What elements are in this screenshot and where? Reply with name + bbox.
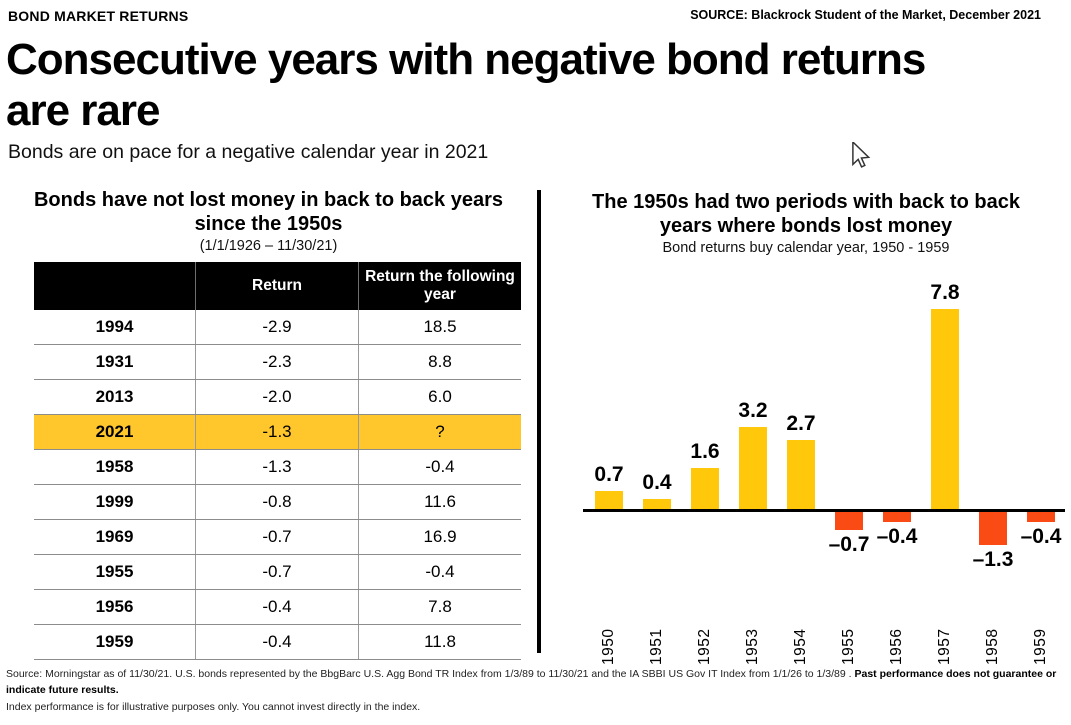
- bar-1955: [835, 512, 863, 531]
- bar-1951: [643, 499, 671, 510]
- return-cell: -2.0: [195, 379, 359, 416]
- return-cell: -2.3: [195, 344, 359, 381]
- x-tick-1953: 1953: [744, 628, 761, 666]
- return-cell: -0.4: [195, 589, 359, 626]
- returns-table-body: 1994 -2.9 18.5 1931 -2.3 8.8 2013 -2.0 6.0 2021 -1…: [34, 310, 521, 661]
- following-cell: 18.5: [358, 310, 521, 346]
- following-cell: -0.4: [358, 449, 521, 486]
- bar-1956: [883, 512, 911, 523]
- following-cell: 6.0: [358, 379, 521, 416]
- year-cell: 1958: [34, 449, 196, 486]
- x-tick-1957: 1957: [936, 628, 953, 666]
- table-row: 1994 -2.9 18.5: [34, 310, 521, 346]
- following-cell: -0.4: [358, 554, 521, 591]
- bar-1950: [595, 491, 623, 510]
- bar-1954: [787, 440, 815, 510]
- year-cell: 1969: [34, 519, 196, 556]
- bar-value-label-1952: 1.6: [690, 440, 720, 464]
- x-tick-1955: 1955: [840, 628, 857, 666]
- x-axis-ticks: 1950 1951 1952 1953 1954 1955 1956 1957 1958 1959: [585, 607, 1067, 665]
- following-cell: 7.8: [358, 589, 521, 626]
- mouse-cursor-icon: [848, 140, 874, 175]
- x-tick-1951: 1951: [648, 628, 665, 666]
- footnote-line1-bold: Past performance does not guarantee or i…: [6, 668, 1057, 697]
- following-cell: 8.8: [358, 344, 521, 381]
- bar-value-label-1959: –0.4: [1020, 525, 1062, 549]
- return-cell: -1.3: [195, 449, 359, 486]
- footnote-line2: Index performance is for illustrative pu…: [6, 700, 421, 713]
- table-row: 1955 -0.7 -0.4: [34, 554, 521, 591]
- x-tick-1958: 1958: [984, 628, 1001, 666]
- chart-title: The 1950s had two periods with back to b…: [592, 191, 1020, 238]
- year-cell: 1931: [34, 344, 196, 381]
- bar-value-label-1956: –0.4: [876, 525, 918, 549]
- return-cell: -0.7: [195, 519, 359, 556]
- bar-1958: [979, 512, 1007, 546]
- bar-value-label-1950: 0.7: [594, 463, 624, 487]
- following-cell: 11.6: [358, 484, 521, 521]
- table-row: 2013 -2.0 6.0: [34, 379, 521, 416]
- bar-value-label-1958: –1.3: [972, 548, 1014, 572]
- return-cell: -1.3: [195, 414, 359, 451]
- x-tick-1950: 1950: [600, 628, 617, 666]
- x-tick-1959: 1959: [1032, 628, 1049, 666]
- year-cell: 2021: [34, 414, 196, 451]
- bar-value-label-1957: 7.8: [930, 281, 960, 305]
- return-cell: -0.7: [195, 554, 359, 591]
- panel-divider: [537, 190, 541, 654]
- return-cell: -0.8: [195, 484, 359, 521]
- table-row: 1999 -0.8 11.6: [34, 484, 521, 521]
- following-cell: 16.9: [358, 519, 521, 556]
- bond-bar-chart: 0.7 0.4 1.6 3.2 2.7 –0.7 –0.4 7.8 –1.3 –0.4: [583, 262, 1067, 599]
- table-row: 1959 -0.4 11.8: [34, 624, 521, 661]
- top-bar: BOND MARKET RETURNS SOURCE: Blackrock St…: [0, 0, 1071, 24]
- bar-1959: [1027, 512, 1055, 523]
- column-header-year: [34, 262, 196, 311]
- returns-table-header: Return Return the following year: [34, 262, 521, 311]
- footnote: Source: Morningstar as of 11/30/21. U.S.…: [6, 666, 1066, 715]
- year-cell: 1955: [34, 554, 196, 591]
- source-attribution: SOURCE: Blackrock Student of the Market,…: [690, 8, 1041, 22]
- table-row: 1931 -2.3 8.8: [34, 344, 521, 381]
- year-cell: 1994: [34, 310, 196, 346]
- page-subtitle: Bonds are on pace for a negative calenda…: [8, 141, 489, 164]
- column-header-return: Return: [195, 262, 359, 311]
- table-panel-subtitle: (1/1/1926 – 11/30/21): [199, 238, 338, 255]
- bar-1957: [931, 309, 959, 510]
- footnote-line1: Source: Morningstar as of 11/30/21. U.S.…: [6, 668, 855, 681]
- following-cell: ?: [358, 414, 521, 451]
- bar-value-label-1954: 2.7: [786, 412, 816, 436]
- bar-1952: [691, 468, 719, 510]
- bar-value-label-1951: 0.4: [642, 471, 672, 495]
- year-cell: 1956: [34, 589, 196, 626]
- column-header-following: Return the following year: [358, 262, 521, 311]
- x-tick-1956: 1956: [888, 628, 905, 666]
- content-area: Bonds have not lost money in back to bac…: [0, 188, 1071, 665]
- table-row: 2021 -1.3?: [34, 414, 521, 451]
- chart-panel: The 1950s had two periods with back to b…: [541, 188, 1071, 665]
- chart-subtitle: Bond returns buy calendar year, 1950 - 1…: [662, 240, 950, 257]
- table-row: 1969 -0.7 16.9: [34, 519, 521, 556]
- x-tick-1952: 1952: [696, 628, 713, 666]
- x-axis-line: [583, 509, 1065, 513]
- bar-value-label-1953: 3.2: [738, 399, 768, 423]
- returns-table: Return Return the following year 1994 -2.…: [34, 262, 521, 661]
- year-cell: 2013: [34, 379, 196, 416]
- return-cell: -2.9: [195, 310, 359, 346]
- bar-value-label-1955: –0.7: [828, 533, 870, 557]
- x-tick-1954: 1954: [792, 628, 809, 666]
- page-title: Consecutive years with negative bond ret…: [6, 35, 926, 136]
- year-cell: 1999: [34, 484, 196, 521]
- bar-1953: [739, 427, 767, 510]
- report-kicker: BOND MARKET RETURNS: [8, 8, 189, 24]
- table-row: 1956 -0.4 7.8: [34, 589, 521, 626]
- year-cell: 1959: [34, 624, 196, 661]
- table-panel-title: Bonds have not lost money in back to bac…: [33, 189, 504, 236]
- table-row: 1958 -1.3 -0.4: [34, 449, 521, 486]
- table-panel: Bonds have not lost money in back to bac…: [0, 188, 537, 665]
- following-cell: 11.8: [358, 624, 521, 661]
- return-cell: -0.4: [195, 624, 359, 661]
